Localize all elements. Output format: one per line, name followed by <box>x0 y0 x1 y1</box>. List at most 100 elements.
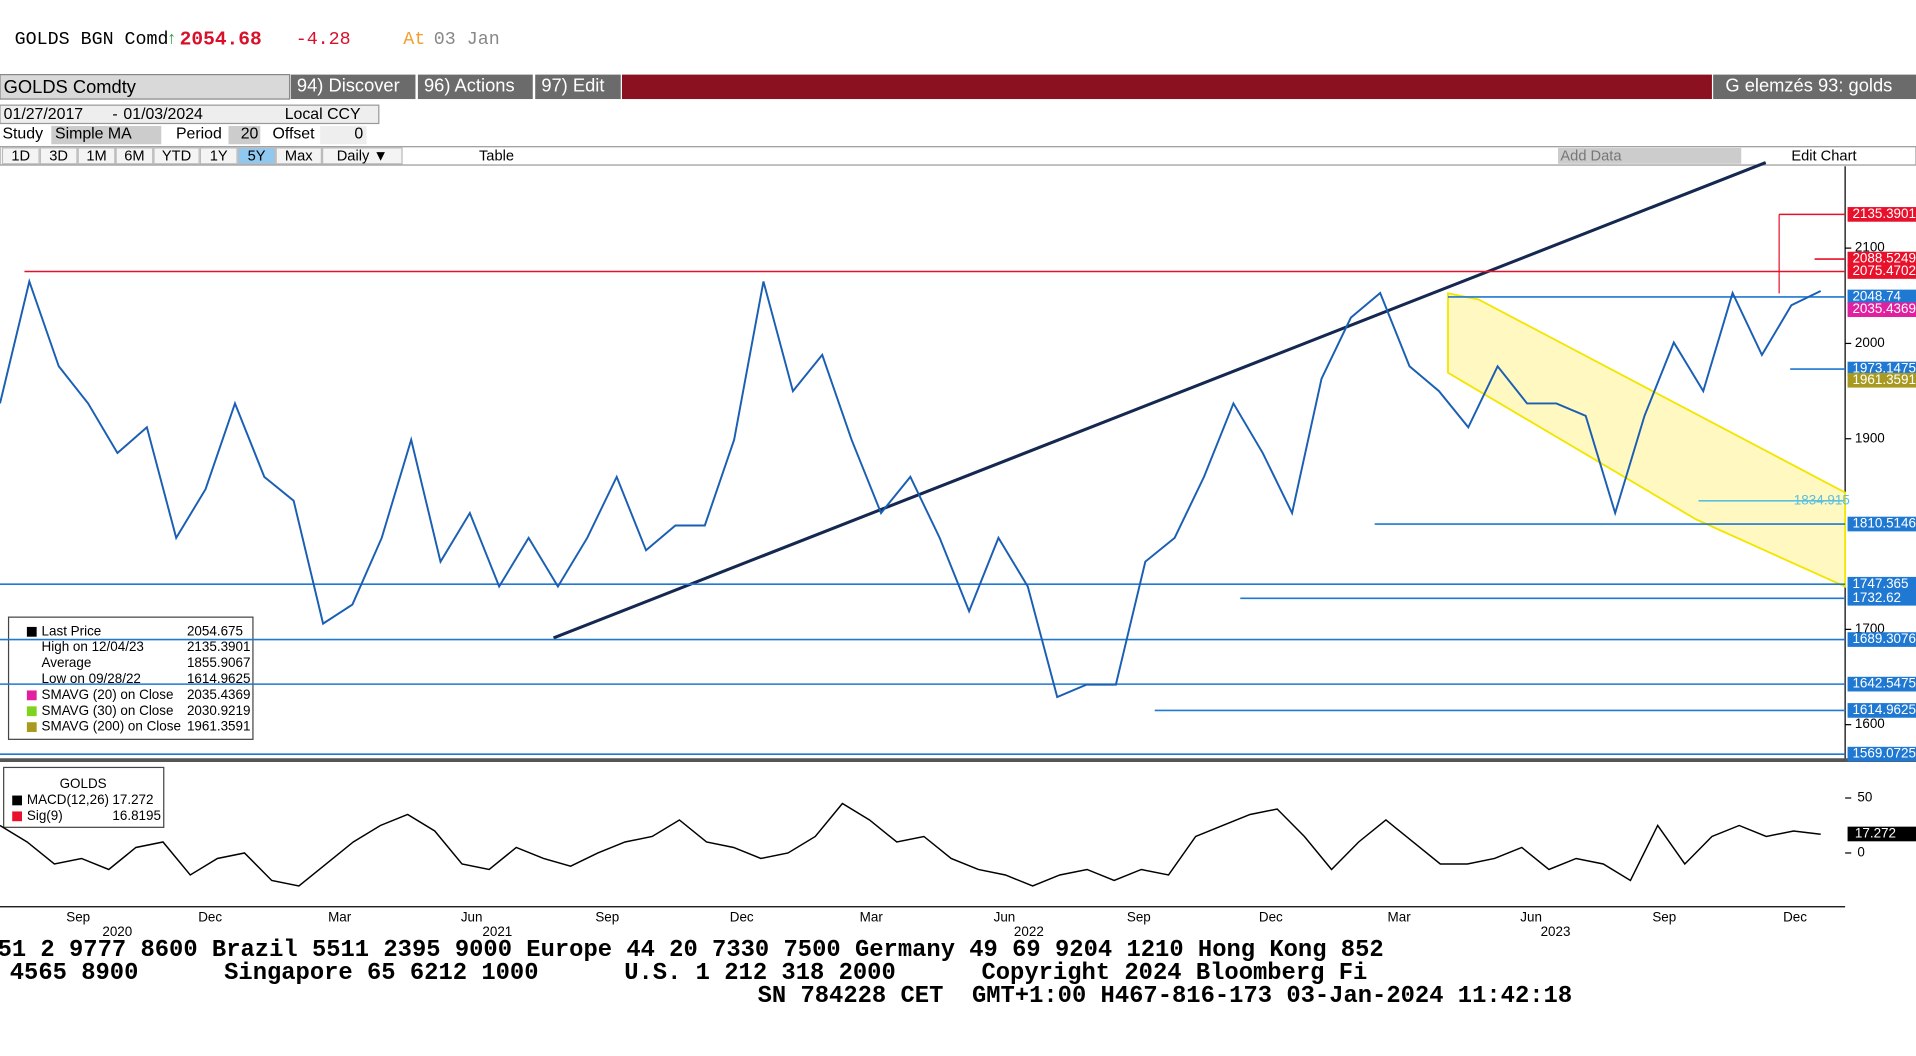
y-tick-label: 1900 <box>1855 430 1885 445</box>
right-label: G elemzés 93: golds <box>1725 75 1892 96</box>
edit: 97) Edit <box>541 75 604 96</box>
tag <box>1847 207 1916 222</box>
offset-label: Offset <box>272 126 315 143</box>
right-box <box>1713 74 1916 100</box>
range-end: 01/03/2024 <box>123 106 203 123</box>
legend-label: SMAVG (20) on Close <box>42 687 174 702</box>
legend-label: SMAVG (30) on Close <box>42 703 174 718</box>
y-tick-label: 2000 <box>1855 335 1885 350</box>
range-button-label: 3D <box>49 148 68 164</box>
x-tick-label: Jun <box>1520 909 1542 924</box>
legend-label: Last Price <box>42 623 102 638</box>
offset-box[interactable] <box>320 125 367 145</box>
year-label: 2023 <box>1541 924 1571 939</box>
macd-tag <box>1847 826 1916 842</box>
tag <box>1847 590 1916 606</box>
legend-value: 2035.4369 <box>187 687 251 702</box>
date: 03 Jan <box>434 29 500 50</box>
legend-swatch <box>26 722 37 733</box>
legend-label: Low on 09/28/22 <box>42 671 141 686</box>
trend-line <box>552 161 1767 640</box>
edit-button[interactable] <box>535 74 621 100</box>
year-label: 2022 <box>1014 924 1044 939</box>
offset: 0 <box>354 126 363 143</box>
range-button[interactable] <box>115 147 154 165</box>
ticker: GOLDS BGN Comd <box>15 29 169 50</box>
macd-tag-label: 17.272 <box>1855 826 1896 841</box>
legend-value: 17.272 <box>112 792 153 807</box>
legend-box <box>7 616 254 740</box>
x-tick-label: Dec <box>198 909 222 924</box>
range-button[interactable] <box>237 147 276 165</box>
tag-label: 1973.1475 <box>1852 361 1916 376</box>
tag <box>1847 676 1916 692</box>
legend-value: 16.8195 <box>112 808 161 823</box>
x-tick-label: Mar <box>1388 909 1412 924</box>
tag-label: 1614.9625 <box>1852 702 1916 717</box>
legend-swatch <box>12 811 22 822</box>
legend-swatch <box>26 706 37 717</box>
legend-label: Sig(9) <box>27 808 63 823</box>
range-button[interactable] <box>153 147 200 165</box>
tag <box>1847 361 1916 377</box>
range-button[interactable] <box>199 147 238 165</box>
legend-label: MACD(12,26) <box>27 792 109 807</box>
tag-label: 1732.62 <box>1852 590 1901 605</box>
range-button-label: YTD <box>162 148 191 164</box>
x-tick-label: Dec <box>1259 909 1283 924</box>
y-tick-label: 50 <box>1857 790 1872 805</box>
study-box[interactable] <box>51 125 162 145</box>
tag <box>1847 746 1916 762</box>
controls: 01/27/2017 - 01/03/2024 Local CCY Study … <box>0 104 1916 166</box>
tag-label: 1747.365 <box>1852 576 1908 591</box>
tag-label: 1961.3591 <box>1852 372 1916 387</box>
range-button[interactable] <box>39 147 78 165</box>
x-tick-label: Jun <box>994 909 1016 924</box>
change: -4.28 <box>296 29 351 50</box>
tag-label: 1834.915 <box>1794 492 1850 507</box>
discover-button[interactable] <box>290 74 416 100</box>
period-label: Period <box>176 126 222 143</box>
ticker-line: SN 784228 CET GMT+1:00 H467-816-173 03-J… <box>758 983 1573 1010</box>
legend-label: Average <box>42 655 92 670</box>
tag-label: 1810.5146 <box>1852 516 1916 531</box>
security-box[interactable] <box>0 73 291 100</box>
range-box[interactable] <box>0 104 380 125</box>
tag-label: 1569.0725 <box>1852 746 1916 761</box>
range-button[interactable] <box>275 147 322 165</box>
header: GOLDS BGN Comd ↑ 2054.68 -4.28 At 03 Jan <box>15 28 500 50</box>
range-button[interactable] <box>77 147 116 165</box>
period: 20 <box>241 126 259 143</box>
range-button-label: 6M <box>124 148 144 164</box>
legend-swatch <box>26 626 37 637</box>
legend-value: 2054.675 <box>187 623 243 638</box>
tag-label: 2075.4702 <box>1852 263 1916 278</box>
legend-swatch <box>26 690 37 701</box>
tag <box>1847 289 1916 305</box>
security: GOLDS Comdty <box>4 76 137 97</box>
tag <box>1847 302 1916 317</box>
discover: 94) Discover <box>297 75 400 96</box>
actions-button[interactable] <box>417 74 533 100</box>
x-tick-label: Dec <box>730 909 754 924</box>
legend-swatch <box>12 795 22 806</box>
red-bar <box>621 74 1712 100</box>
x-tick-label: Mar <box>328 909 352 924</box>
chart-area <box>0 161 1916 908</box>
tag-label: 2088.5249 <box>1852 251 1916 266</box>
range-button-label: Max <box>285 148 313 164</box>
add-data-box[interactable] <box>1557 147 1742 164</box>
y-tick-label: 1700 <box>1855 621 1885 636</box>
legend-value: 1614.9625 <box>187 671 251 686</box>
tag-label: 1689.3076 <box>1852 631 1916 646</box>
price: 2054.68 <box>180 28 262 50</box>
range-button-label: 5Y <box>248 148 266 164</box>
range-button[interactable] <box>1 147 40 165</box>
period-box[interactable] <box>228 125 261 145</box>
legend-value: 2135.3901 <box>187 639 251 654</box>
x-tick-label: Mar <box>860 909 884 924</box>
range-button[interactable] <box>321 147 403 165</box>
legend-value: 1855.9067 <box>187 655 251 670</box>
tag-label: 2035.4369 <box>1852 301 1916 316</box>
